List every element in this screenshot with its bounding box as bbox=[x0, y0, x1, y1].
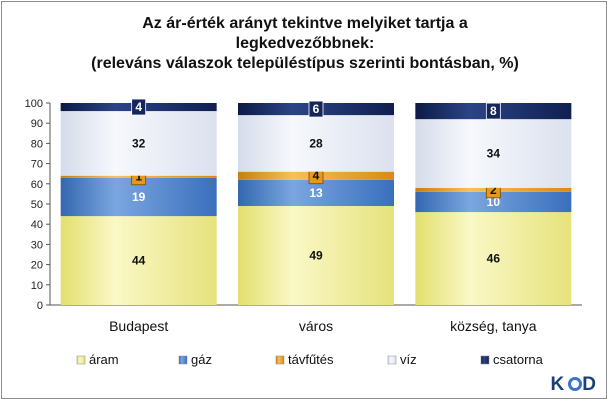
legend-label-viz: víz bbox=[400, 352, 417, 367]
legend-swatch-aram bbox=[76, 355, 86, 365]
y-tick-label: 60 bbox=[31, 179, 43, 191]
legend-swatch-viz bbox=[387, 355, 397, 365]
data-label-csatorna-budapest: 4 bbox=[135, 100, 142, 114]
legend-swatch-gaz bbox=[178, 355, 188, 365]
x-tick-label-budapest: Budapest bbox=[109, 318, 168, 334]
x-tick-label-kozseg-tanya: község, tanya bbox=[450, 318, 537, 334]
bar-stack-varos: 49 13 4 28 6 bbox=[238, 100, 394, 305]
data-label-viz-kozseg-tanya: 34 bbox=[487, 147, 501, 161]
legend: áram gáz távfűtés víz csatorna bbox=[76, 352, 544, 367]
data-label-tavfutes-kozseg-tanya: 2 bbox=[490, 183, 497, 197]
legend-item-aram: áram bbox=[76, 352, 119, 367]
data-label-tavfutes-budapest: 1 bbox=[135, 170, 142, 184]
data-label-gaz-varos: 13 bbox=[309, 186, 323, 200]
legend-item-viz: víz bbox=[387, 352, 417, 367]
legend-label-tavfutes: távfűtés bbox=[288, 352, 334, 367]
y-tick-label: 100 bbox=[25, 98, 43, 110]
data-label-gaz-kozseg-tanya: 10 bbox=[487, 195, 501, 209]
bar-stack-budapest: 44 19 1 32 4 bbox=[60, 98, 217, 305]
chart-title-line-1: Az ár-érték arányt tekintve melyiket tar… bbox=[142, 15, 468, 32]
data-label-box-csatorna-varos bbox=[308, 100, 324, 118]
y-tick-label: 10 bbox=[31, 280, 43, 292]
data-label-box-csatorna-kozseg-tanya bbox=[485, 102, 501, 120]
logo-o-ring bbox=[568, 377, 583, 391]
data-label-tavfutes-varos: 4 bbox=[313, 169, 320, 183]
data-label-csatorna-kozseg-tanya: 8 bbox=[490, 104, 497, 118]
legend-item-csatorna: csatorna bbox=[480, 352, 544, 367]
bar-segment-aram-varos bbox=[238, 206, 394, 305]
legend-label-aram: áram bbox=[89, 352, 119, 367]
chart-title-line-3: (releváns válaszok településtípus szerin… bbox=[91, 55, 519, 72]
bar-segment-gaz-kozseg-tanya bbox=[415, 191, 572, 213]
chart-title: Az ár-érték arányt tekintve melyiket tar… bbox=[0, 14, 610, 74]
y-tick-label: 20 bbox=[31, 260, 43, 272]
legend-item-tavfutes: távfűtés bbox=[275, 352, 334, 367]
logo-d: D bbox=[582, 374, 600, 395]
y-tick-label: 0 bbox=[37, 300, 43, 312]
bar-segment-viz-kozseg-tanya bbox=[415, 119, 572, 188]
legend-label-csatorna: csatorna bbox=[493, 352, 544, 367]
bar-segment-gaz-varos bbox=[238, 179, 394, 207]
y-tick-label: 50 bbox=[31, 199, 43, 211]
y-tick-label: 30 bbox=[31, 239, 43, 251]
y-tick-label: 90 bbox=[31, 118, 43, 130]
data-label-csatorna-varos: 6 bbox=[313, 102, 320, 116]
chart-title-line-2: legkedvezőbbnek: bbox=[235, 35, 375, 52]
legend-swatch-csatorna bbox=[480, 355, 490, 365]
legend-label-gaz: gáz bbox=[191, 352, 212, 367]
x-tick-label-varos: város bbox=[299, 318, 333, 334]
bar-segment-viz-varos bbox=[238, 115, 394, 172]
legend-item-gaz: gáz bbox=[178, 352, 212, 367]
y-tick-label: 40 bbox=[31, 219, 43, 231]
data-label-aram-varos: 49 bbox=[309, 249, 323, 263]
bar-segment-aram-kozseg-tanya bbox=[415, 212, 572, 305]
bar-stack-kozseg-tanya: 46 102 34 8 bbox=[415, 102, 572, 305]
data-label-viz-varos: 28 bbox=[309, 136, 323, 150]
y-tick-label: 70 bbox=[31, 159, 43, 171]
bar-segment-aram-budapest bbox=[60, 216, 217, 305]
bar-segment-viz-budapest bbox=[60, 111, 217, 176]
data-label-gaz-budapest: 19 bbox=[132, 190, 146, 204]
data-label-viz-budapest: 32 bbox=[132, 136, 146, 150]
data-label-aram-kozseg-tanya: 46 bbox=[487, 252, 501, 266]
bars-group: 44 19 1 32 4 Budapest 49 13 4 28 6 város 46 102 34 8 köz… bbox=[60, 98, 572, 334]
legend-swatch-tavfutes bbox=[275, 355, 285, 365]
logo-k: K bbox=[550, 374, 569, 395]
data-label-aram-budapest: 44 bbox=[132, 254, 146, 268]
data-label-box-csatorna-budapest bbox=[131, 98, 147, 116]
y-tick-label: 80 bbox=[31, 138, 43, 150]
